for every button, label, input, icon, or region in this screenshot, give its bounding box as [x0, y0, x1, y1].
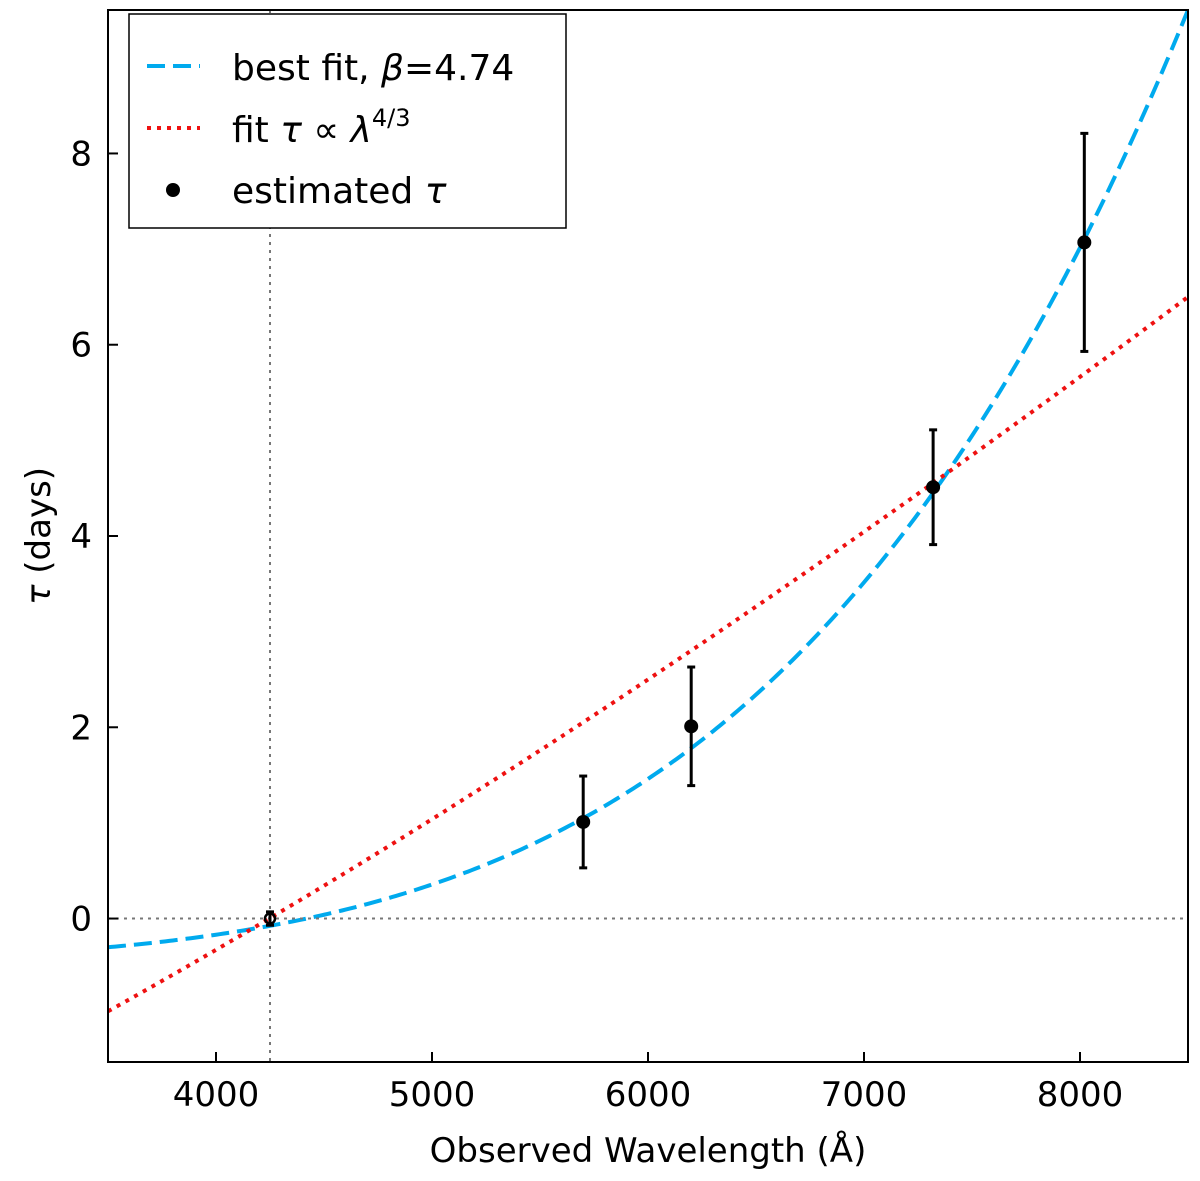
legend-power-fit-prop: ∝ — [302, 110, 351, 151]
data-point-marker — [576, 814, 591, 829]
data-point-3 — [926, 428, 941, 547]
y-axis-label-symbol: τ — [19, 584, 59, 605]
legend-best-fit-suffix: =4.74 — [404, 48, 514, 89]
legend-power-fit-lambda: λ — [349, 110, 372, 151]
y-tick-label-8: 8 — [70, 134, 92, 174]
legend-swatch-estimated — [166, 183, 180, 197]
legend-label-best-fit: best fit, β=4.74 — [232, 48, 514, 89]
legend-power-fit-exponent: 4/3 — [372, 104, 411, 132]
data-point-marker — [1077, 235, 1092, 250]
x-tick-label-4000: 4000 — [173, 1075, 260, 1115]
legend-label-power-fit: fit τ ∝ λ4/3 — [232, 104, 410, 151]
y-tick-label-4: 4 — [70, 517, 92, 557]
y-axis-label-unit: (days) — [19, 467, 59, 585]
x-tick-label-6000: 6000 — [605, 1075, 692, 1115]
y-tick-label-0: 0 — [70, 900, 92, 940]
ticks-layer: 4000 5000 6000 7000 8000 0 2 4 6 8 — [70, 134, 1123, 1115]
x-tick-label-7000: 7000 — [821, 1075, 908, 1115]
legend-estimated-symbol: τ — [425, 171, 447, 212]
power-fit-curve — [108, 295, 1188, 1014]
legend-power-fit-prefix: fit — [232, 110, 280, 151]
legend-label-estimated: estimated τ — [232, 171, 447, 212]
legend: best fit, β=4.74 fit τ ∝ λ4/3 estimated … — [128, 13, 567, 229]
legend-best-fit-prefix: best fit, — [232, 48, 381, 89]
data-point-marker — [263, 912, 277, 925]
legend-best-fit-symbol: β — [380, 48, 404, 89]
legend-power-fit-tau: τ — [280, 110, 302, 151]
data-point-1 — [576, 774, 591, 870]
x-tick-label-8000: 8000 — [1037, 1075, 1124, 1115]
data-point-4 — [1077, 131, 1092, 353]
data-point-0 — [263, 910, 277, 927]
data-point-2 — [684, 665, 699, 788]
data-points-layer — [263, 131, 1092, 927]
x-axis-label: Observed Wavelength (Å) — [430, 1130, 867, 1171]
legend-estimated-prefix: estimated — [232, 171, 425, 212]
legend-box — [128, 13, 567, 229]
y-tick-label-2: 2 — [70, 708, 92, 748]
data-point-marker — [926, 480, 941, 495]
y-tick-label-6: 6 — [70, 326, 92, 366]
y-axis-label: τ (days) — [19, 467, 59, 605]
data-point-marker — [684, 719, 699, 734]
x-tick-label-5000: 5000 — [389, 1075, 476, 1115]
